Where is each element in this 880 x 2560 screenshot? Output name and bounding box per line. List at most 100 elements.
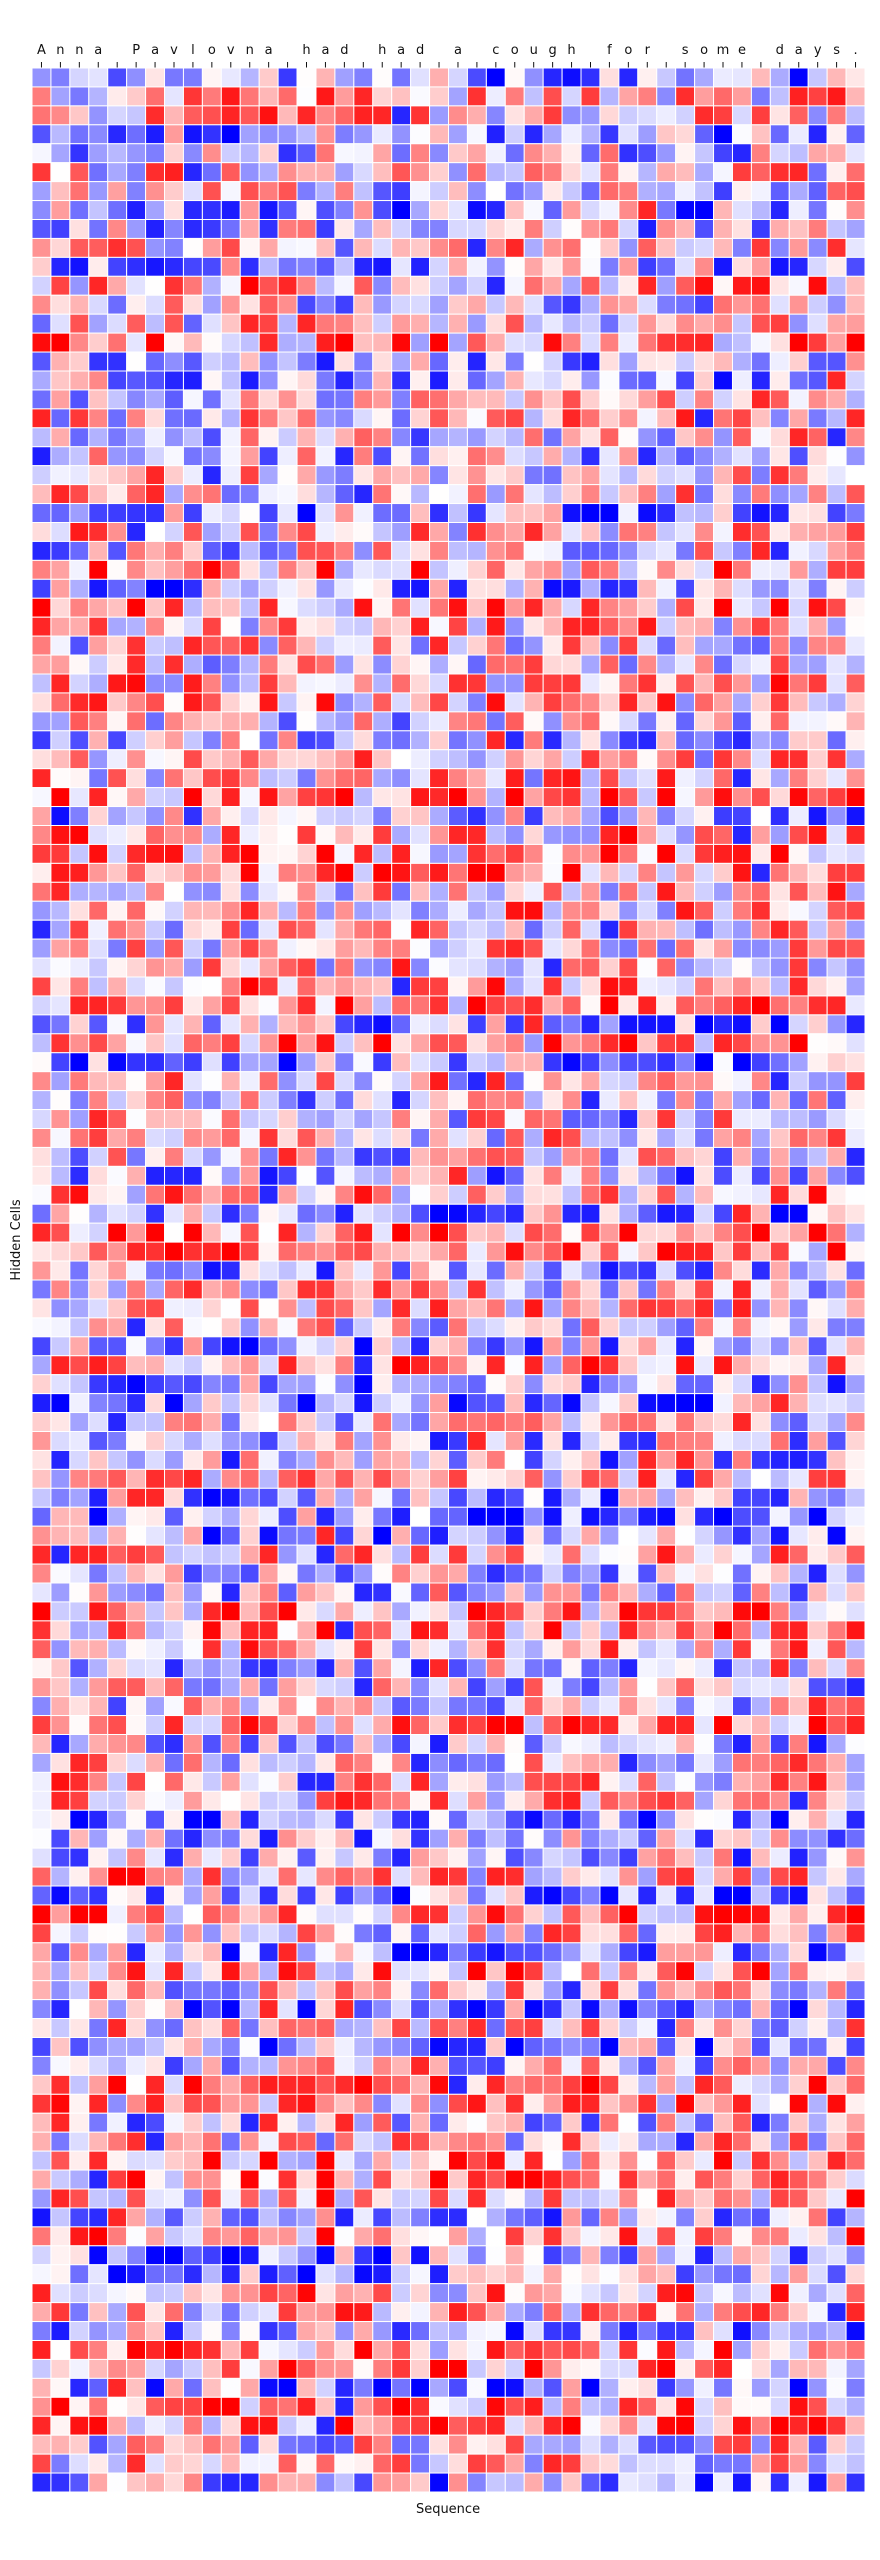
heatmap-cell bbox=[429, 1980, 450, 2001]
heatmap-cell bbox=[769, 1184, 790, 1205]
heatmap-cell bbox=[239, 1449, 260, 1470]
heatmap-cell bbox=[466, 1014, 487, 1035]
heatmap-cell bbox=[126, 200, 147, 220]
heatmap-cell bbox=[353, 1525, 374, 1546]
heatmap-cell bbox=[69, 143, 90, 164]
heatmap-cell bbox=[769, 995, 790, 1016]
heatmap-cell bbox=[807, 1847, 828, 1868]
heatmap-cell bbox=[315, 1677, 336, 1698]
heatmap-cell bbox=[410, 181, 431, 202]
heatmap-cell bbox=[353, 1260, 374, 1281]
heatmap-cell bbox=[769, 1431, 790, 1451]
heatmap-cell bbox=[182, 1431, 203, 1451]
heatmap-cell bbox=[239, 1487, 260, 1508]
heatmap-cell bbox=[448, 1260, 468, 1281]
heatmap-cell bbox=[807, 995, 828, 1016]
heatmap-cell bbox=[410, 2037, 431, 2057]
heatmap-cell bbox=[618, 692, 639, 713]
heatmap-cell bbox=[637, 1639, 658, 1660]
heatmap-cell bbox=[466, 503, 487, 523]
heatmap-cell bbox=[750, 2131, 771, 2152]
heatmap-cell bbox=[31, 2037, 52, 2057]
heatmap-cell bbox=[201, 2169, 222, 2190]
heatmap-cell bbox=[69, 1487, 90, 1508]
x-tick-label: a bbox=[397, 43, 405, 58]
heatmap-cell bbox=[523, 1146, 544, 1167]
heatmap-cell bbox=[448, 67, 468, 88]
heatmap-cell bbox=[164, 635, 184, 656]
heatmap-cell bbox=[485, 2112, 506, 2133]
heatmap-cell bbox=[391, 1847, 412, 1868]
heatmap-cell bbox=[656, 2074, 677, 2095]
heatmap-cell bbox=[599, 1146, 620, 1167]
heatmap-cell bbox=[523, 1090, 544, 1111]
heatmap-cell bbox=[826, 2018, 847, 2039]
x-tick-label: n bbox=[75, 43, 83, 58]
heatmap-cell bbox=[315, 408, 336, 429]
heatmap-cell bbox=[258, 1696, 279, 1717]
heatmap-cell bbox=[656, 484, 677, 505]
heatmap-cell bbox=[50, 1052, 71, 1073]
heatmap-cell bbox=[429, 105, 450, 126]
heatmap-cell bbox=[769, 1222, 790, 1243]
heatmap-cell bbox=[731, 862, 752, 883]
heatmap-cell bbox=[69, 1222, 90, 1243]
heatmap-cell bbox=[694, 256, 715, 277]
heatmap-cell bbox=[88, 1904, 109, 1925]
heatmap-cell bbox=[713, 749, 733, 770]
heatmap-cell bbox=[523, 881, 544, 902]
heatmap-cell bbox=[220, 1317, 241, 1338]
heatmap-cell bbox=[750, 427, 771, 448]
heatmap-cell bbox=[107, 616, 128, 637]
heatmap-cell bbox=[334, 1128, 355, 1148]
heatmap-cell bbox=[182, 1639, 203, 1660]
heatmap-cell bbox=[656, 1563, 677, 1584]
heatmap-cell bbox=[296, 275, 317, 296]
heatmap-cell bbox=[599, 1203, 620, 1224]
heatmap-cell bbox=[296, 389, 317, 410]
heatmap-cell bbox=[164, 67, 184, 88]
heatmap-cell bbox=[448, 351, 468, 372]
heatmap-cell bbox=[788, 673, 809, 694]
heatmap-cell bbox=[164, 389, 184, 410]
heatmap-cell bbox=[466, 2037, 487, 2057]
heatmap-cell bbox=[201, 1980, 222, 2001]
heatmap-cell bbox=[145, 692, 166, 713]
heatmap-cell bbox=[504, 1506, 525, 1527]
heatmap-cell bbox=[31, 1620, 52, 1641]
heatmap-cell bbox=[315, 1279, 336, 1300]
heatmap-cell bbox=[353, 1222, 374, 1243]
heatmap-cell bbox=[637, 578, 658, 599]
heatmap-cell bbox=[656, 237, 677, 258]
heatmap-cell bbox=[448, 1696, 468, 1717]
heatmap-cell bbox=[429, 1014, 450, 1035]
heatmap-cell bbox=[353, 1696, 374, 1717]
heatmap-cell bbox=[694, 2150, 715, 2171]
heatmap-cell bbox=[372, 900, 393, 921]
heatmap-cell bbox=[88, 1923, 109, 1944]
heatmap-cell bbox=[618, 1052, 639, 1073]
heatmap-cell bbox=[485, 294, 506, 315]
heatmap-cell bbox=[145, 806, 166, 826]
heatmap-cell bbox=[561, 1071, 582, 1092]
heatmap-cell bbox=[107, 787, 128, 808]
heatmap-cell bbox=[258, 1999, 279, 2020]
heatmap-cell bbox=[50, 1847, 71, 1868]
heatmap-cell bbox=[277, 1923, 298, 1944]
heatmap-cell bbox=[201, 1790, 222, 1811]
heatmap-cell bbox=[220, 1279, 241, 1300]
heatmap-cell bbox=[239, 1620, 260, 1641]
heatmap-cell bbox=[201, 67, 222, 88]
heatmap-cell bbox=[675, 540, 696, 561]
heatmap-cell bbox=[107, 1146, 128, 1167]
heatmap-cell bbox=[713, 181, 733, 202]
heatmap-cell bbox=[618, 806, 639, 826]
heatmap-cell bbox=[182, 1109, 203, 1130]
heatmap-cell bbox=[845, 427, 866, 448]
heatmap-cell bbox=[618, 1146, 639, 1167]
heatmap-cell bbox=[618, 1090, 639, 1111]
heatmap-cell bbox=[788, 1071, 809, 1092]
heatmap-cell bbox=[448, 2018, 468, 2039]
heatmap-cell bbox=[429, 578, 450, 599]
heatmap-cell bbox=[277, 427, 298, 448]
